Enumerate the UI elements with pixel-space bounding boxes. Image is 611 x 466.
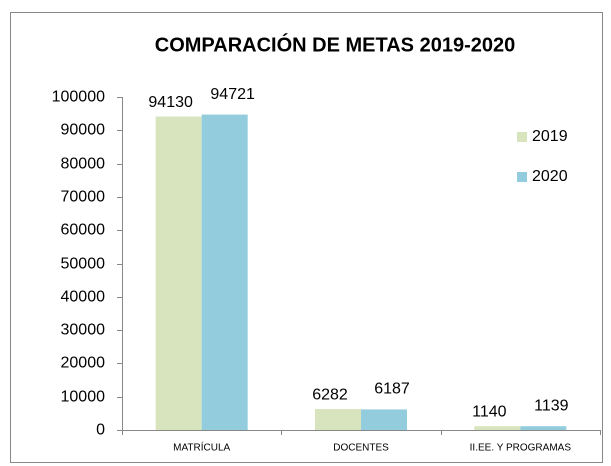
bar [201, 114, 248, 430]
y-tick-label: 100000 [52, 89, 105, 106]
bar [474, 426, 521, 430]
data-label: 1139 [534, 397, 569, 414]
chart-title: COMPARACIÓN DE METAS 2019-2020 [155, 32, 515, 56]
y-tick-label: 40000 [61, 289, 106, 306]
bar [361, 409, 407, 430]
bar [520, 426, 567, 430]
y-tick-label: 30000 [61, 322, 106, 339]
legend-swatch [517, 172, 527, 182]
data-label: 1140 [472, 403, 507, 420]
y-tick-label: 20000 [61, 355, 106, 372]
x-tick-label: II.EE. Y PROGRAMAS [470, 443, 572, 454]
y-tick-label: 80000 [61, 156, 106, 173]
y-tick-label: 0 [96, 422, 105, 439]
bar [315, 409, 361, 430]
data-label: 94721 [210, 86, 255, 103]
chart-border [10, 12, 603, 463]
data-label: 6187 [374, 381, 410, 398]
x-tick-label: MATRÍCULA [173, 441, 230, 454]
y-tick-label: 60000 [61, 222, 106, 239]
data-label: 94130 [148, 94, 193, 111]
y-tick-label: 50000 [61, 256, 106, 273]
y-tick-label: 70000 [61, 189, 106, 206]
y-tick-label: 90000 [61, 122, 106, 139]
data-label: 6282 [312, 386, 348, 403]
bar [155, 116, 202, 431]
legend-label: 2020 [532, 168, 568, 185]
x-tick-label: DOCENTES [333, 443, 389, 454]
y-tick-label: 10000 [61, 389, 106, 406]
legend-label: 2019 [532, 128, 568, 145]
legend-swatch [517, 132, 527, 142]
